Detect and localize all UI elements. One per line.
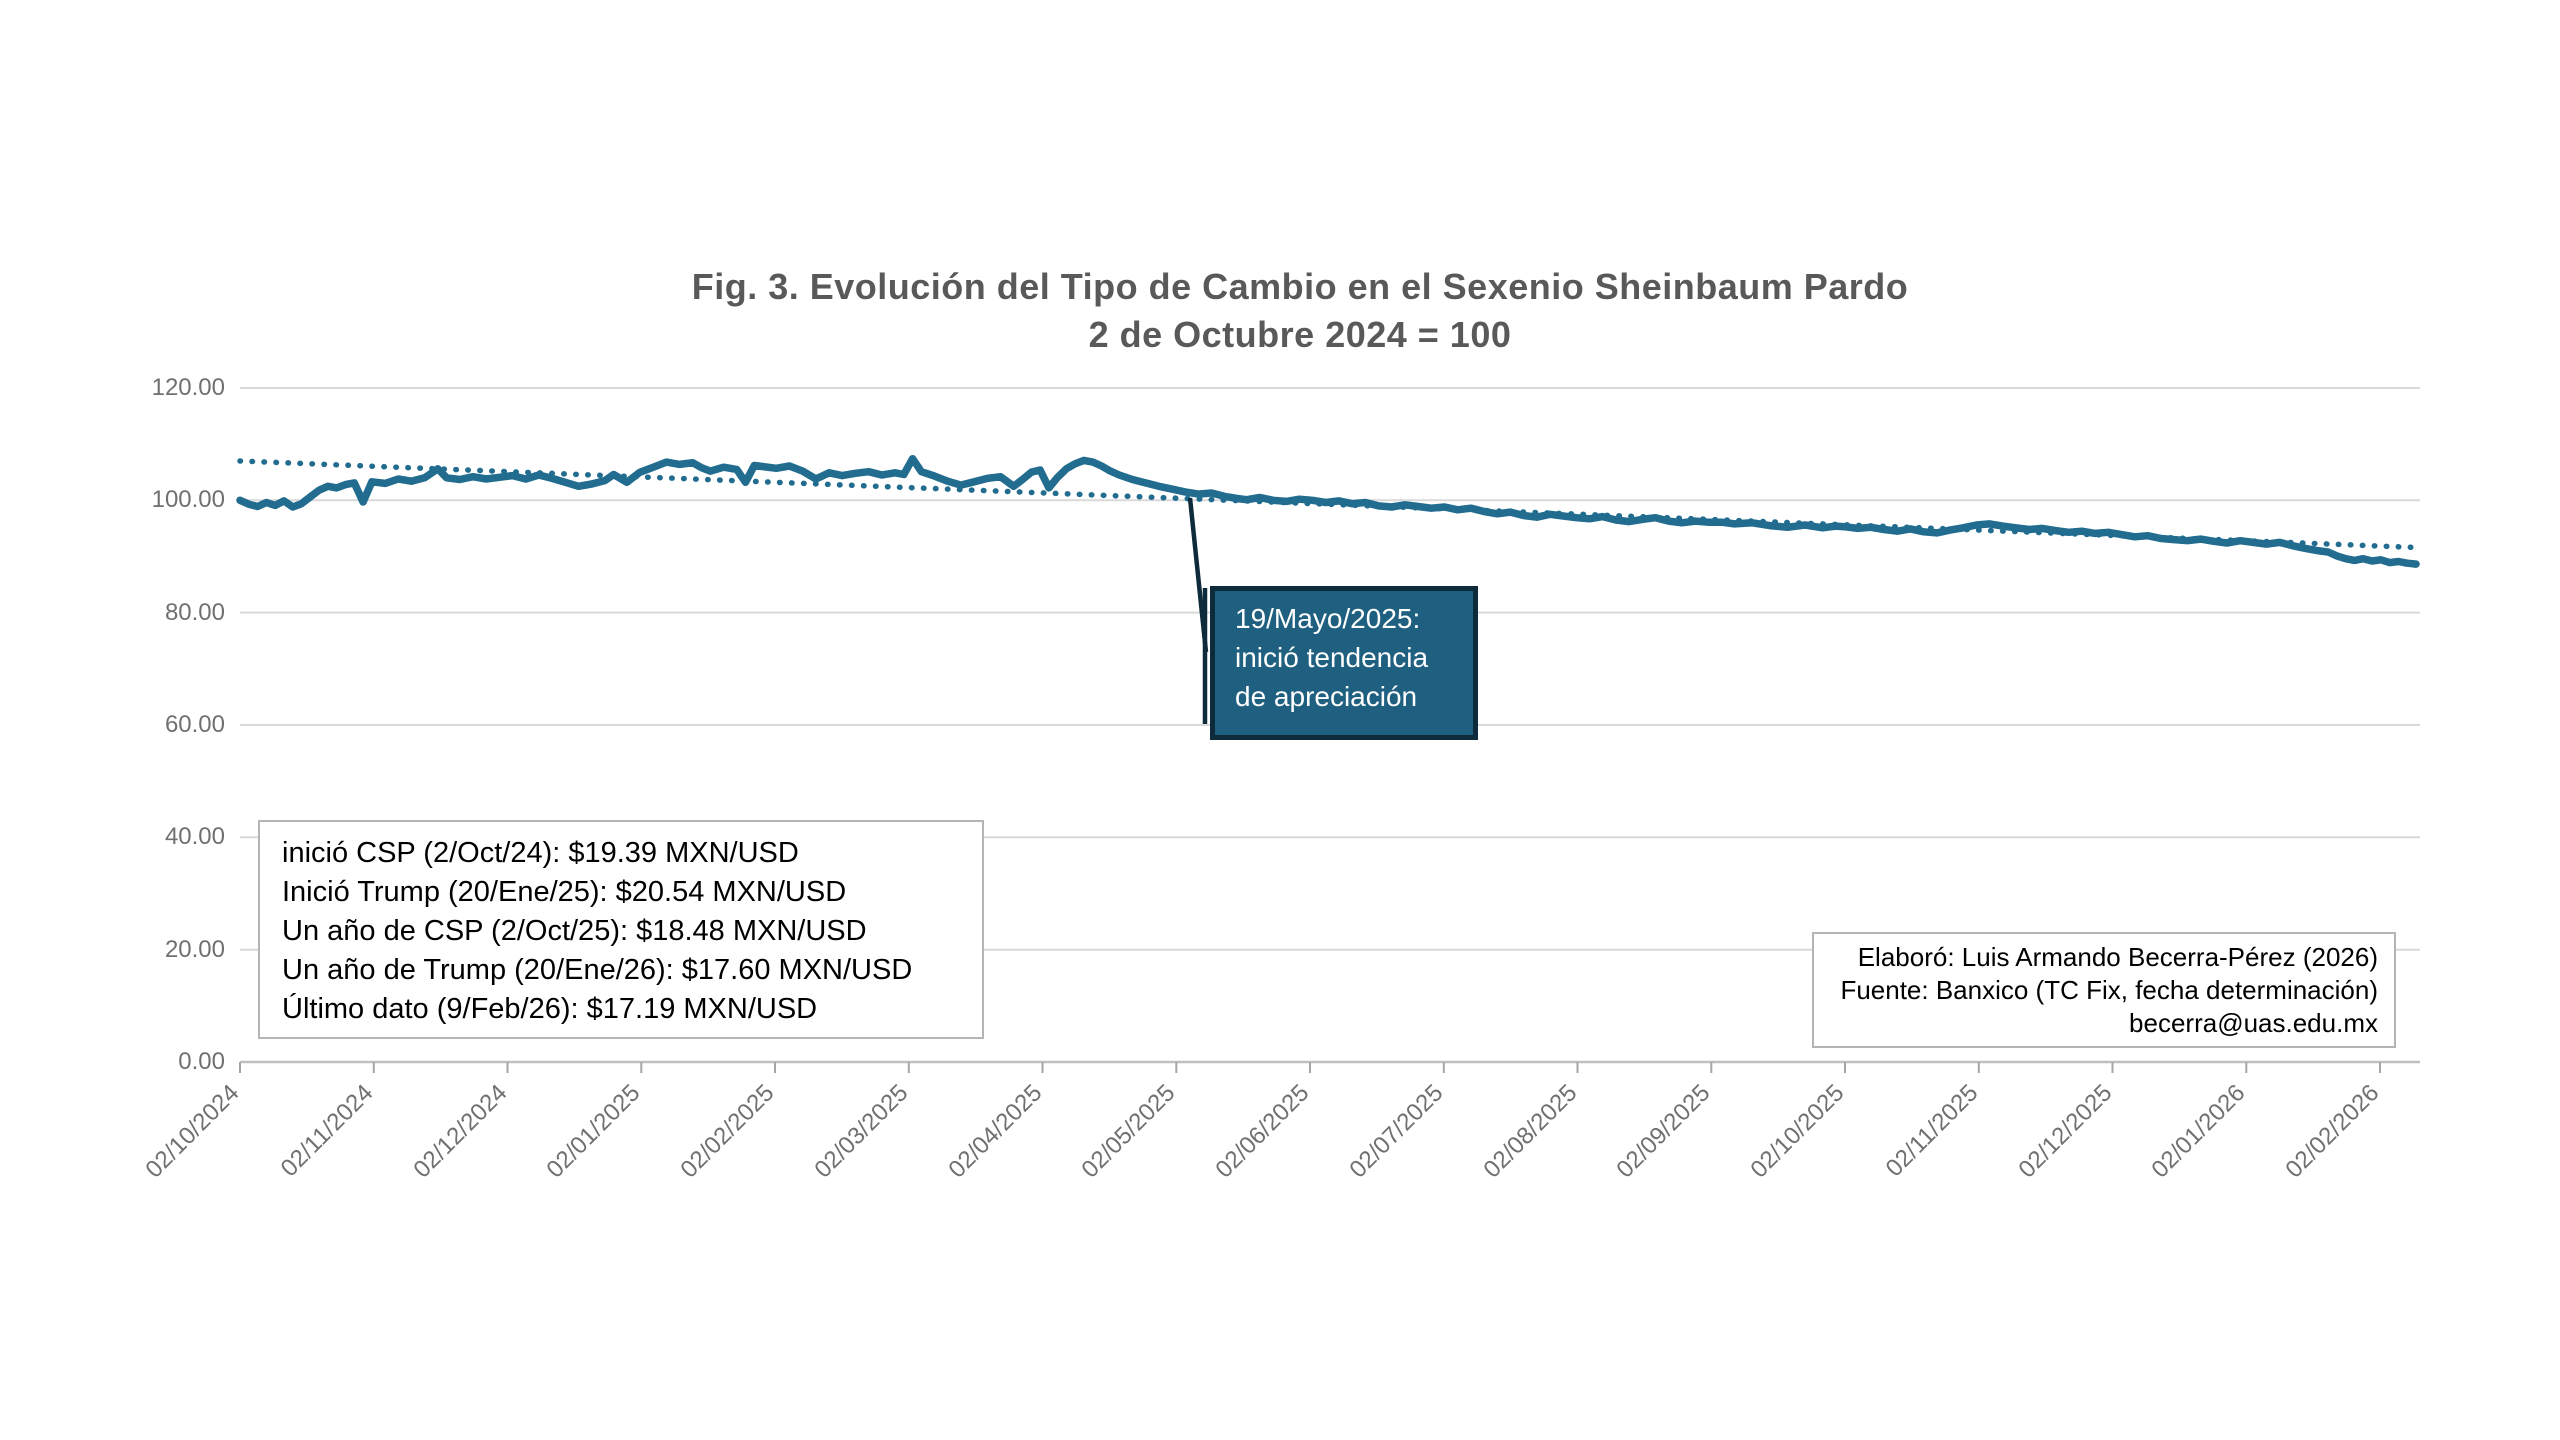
key-value-line: Un año de CSP (2/Oct/25): $18.48 MXN/USD bbox=[282, 915, 867, 947]
source-box: Elaboró: Luis Armando Becerra-Pérez (202… bbox=[1812, 932, 2396, 1048]
annotation-callout: 19/Mayo/2025: inició tendencia de apreci… bbox=[1210, 586, 1478, 740]
annotation-line1: 19/Mayo/2025: bbox=[1235, 603, 1421, 634]
source-line-author: Elaboró: Luis Armando Becerra-Pérez (202… bbox=[1857, 942, 2378, 972]
key-values-box: inició CSP (2/Oct/24): $19.39 MXN/USD In… bbox=[258, 820, 984, 1039]
source-line-email: becerra@uas.edu.mx bbox=[2129, 1008, 2378, 1038]
y-axis-label: 120.00 bbox=[151, 374, 225, 401]
exchange-rate-line bbox=[236, 454, 2420, 568]
key-value-line: Último dato (9/Feb/26): $17.19 MXN/USD bbox=[282, 993, 818, 1025]
key-value-line: inició CSP (2/Oct/24): $19.39 MXN/USD bbox=[282, 837, 799, 869]
chart-title-line2: 2 de Octubre 2024 = 100 bbox=[1088, 314, 1512, 355]
y-axis-label: 80.00 bbox=[164, 599, 225, 626]
y-axis-label: 100.00 bbox=[151, 486, 225, 513]
annotation-line3: de apreciación bbox=[1235, 681, 1418, 712]
y-axis-label: 40.00 bbox=[164, 823, 225, 850]
annotation-line2: inició tendencia bbox=[1235, 642, 1429, 673]
y-axis-label: 60.00 bbox=[164, 711, 225, 738]
chart-title: Fig. 3. Evolución del Tipo de Cambio en … bbox=[200, 263, 2400, 359]
y-axis-label: 0.00 bbox=[178, 1048, 225, 1075]
key-value-line: Un año de Trump (20/Ene/26): $17.60 MXN/… bbox=[282, 954, 913, 986]
key-value-line: Inició Trump (20/Ene/25): $20.54 MXN/USD bbox=[282, 876, 847, 908]
chart-title-line1: Fig. 3. Evolución del Tipo de Cambio en … bbox=[691, 266, 1909, 307]
y-axis-label: 20.00 bbox=[164, 936, 225, 963]
source-line-source: Fuente: Banxico (TC Fix, fecha determina… bbox=[1840, 975, 2378, 1005]
